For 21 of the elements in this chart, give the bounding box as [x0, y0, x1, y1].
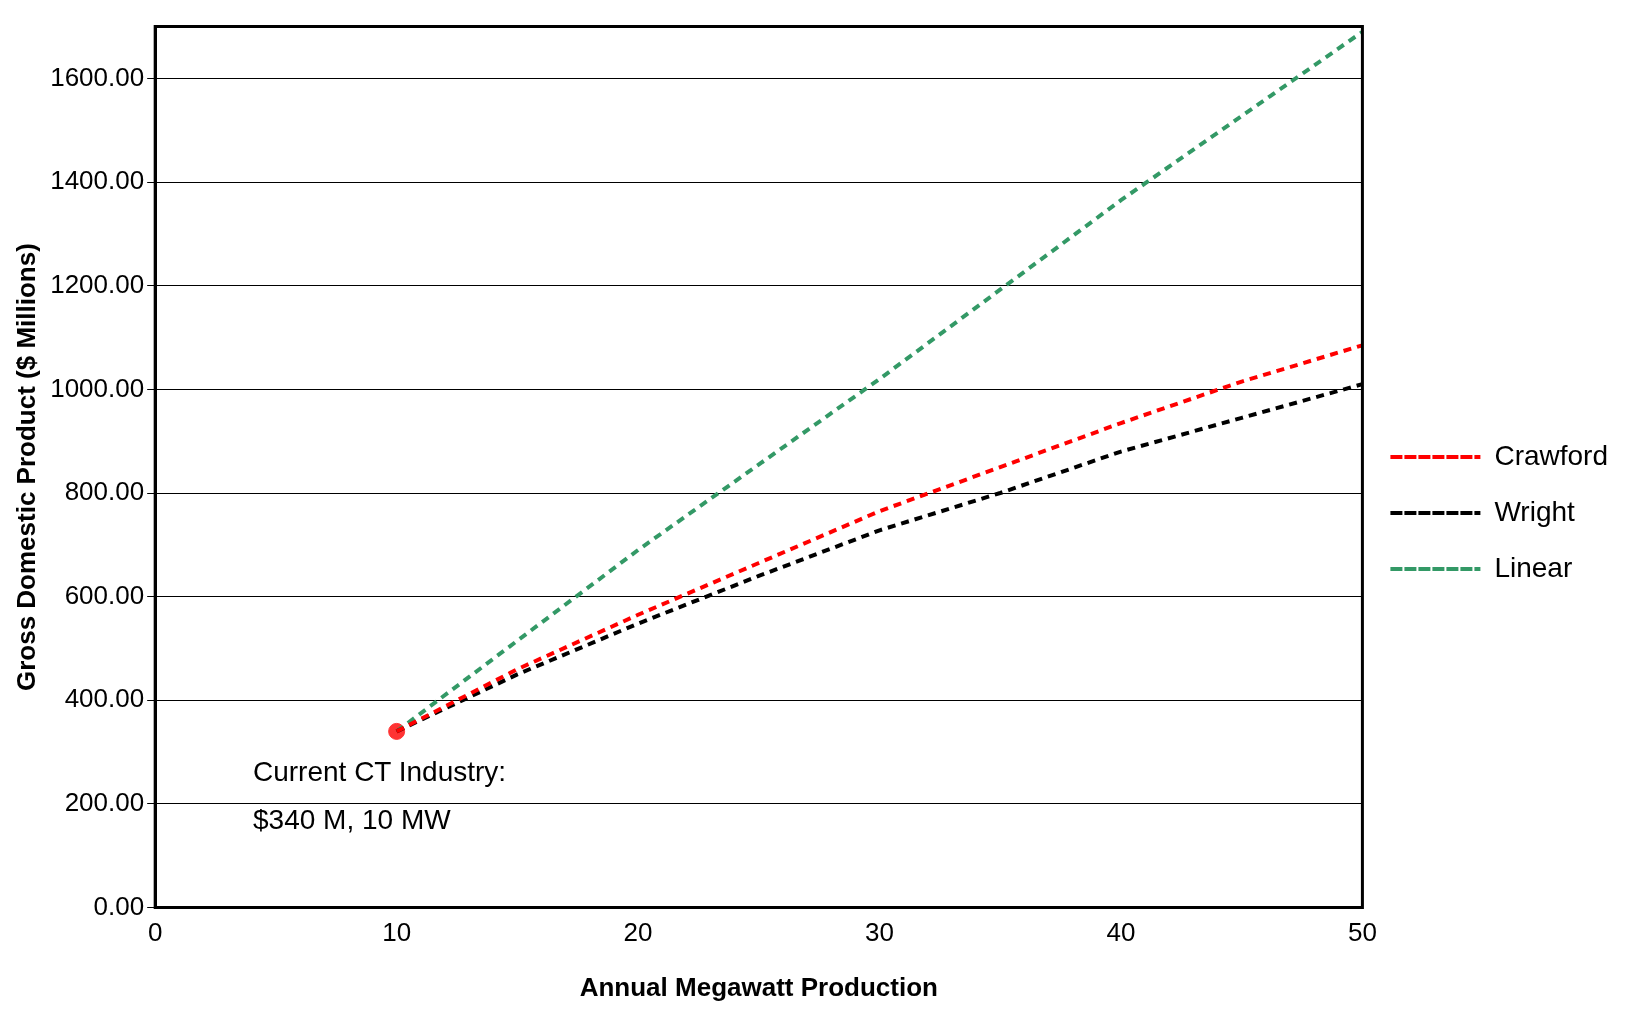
- y-axis-title: Gross Domestic Product ($ Millions): [10, 243, 41, 692]
- y-tick-label: 1200.00: [50, 268, 145, 299]
- y-tick-label: 1600.00: [50, 61, 145, 92]
- x-tick-label: 40: [1106, 917, 1136, 948]
- x-tick-label: 10: [382, 917, 412, 948]
- x-tick-label: 30: [865, 917, 894, 948]
- y-tick-label: 800.00: [64, 476, 145, 507]
- y-tick-label: 1000.00: [50, 372, 145, 403]
- legend-label: Crawford: [1494, 439, 1609, 471]
- x-tick-label: 0: [147, 917, 163, 948]
- y-tick-label: 400.00: [64, 683, 145, 714]
- legend-label: Linear: [1494, 551, 1573, 583]
- x-tick-label: 20: [623, 917, 653, 948]
- x-axis-title: Annual Megawatt Production: [579, 971, 938, 1002]
- x-tick-label: 50: [1347, 917, 1377, 948]
- legend-label: Wright: [1494, 495, 1576, 527]
- y-tick-label: 0.00: [93, 890, 145, 921]
- y-tick-label: 200.00: [64, 787, 145, 818]
- y-tick-label: 600.00: [64, 579, 145, 610]
- y-tick-label: 1400.00: [50, 165, 145, 196]
- annotation: Current CT Industry: $340 M, 10 MW: [253, 755, 508, 837]
